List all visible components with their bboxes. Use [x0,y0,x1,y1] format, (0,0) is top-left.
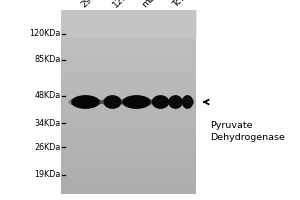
Ellipse shape [102,97,123,107]
Text: mESc: mESc [141,0,165,9]
Text: 19KDa: 19KDa [34,170,61,179]
Text: Tc1: Tc1 [171,0,187,9]
Ellipse shape [119,97,154,107]
Text: 34KDa: 34KDa [35,119,61,128]
Text: 120KDa: 120KDa [29,29,61,38]
Text: 293: 293 [79,0,98,9]
Text: 26KDa: 26KDa [34,143,61,152]
Ellipse shape [68,97,103,107]
Ellipse shape [103,95,122,109]
FancyBboxPatch shape [61,10,197,38]
Ellipse shape [71,95,100,109]
Ellipse shape [181,97,194,107]
Text: 1299: 1299 [111,0,133,9]
Ellipse shape [182,95,193,109]
Ellipse shape [122,95,151,109]
Ellipse shape [168,95,183,109]
FancyBboxPatch shape [74,100,194,104]
Text: 48KDa: 48KDa [35,91,61,100]
Text: Pyruvate
Dehydrogenase: Pyruvate Dehydrogenase [210,121,285,142]
Ellipse shape [152,95,169,109]
Ellipse shape [150,97,171,107]
Ellipse shape [167,97,184,107]
Text: 85KDa: 85KDa [34,55,61,64]
